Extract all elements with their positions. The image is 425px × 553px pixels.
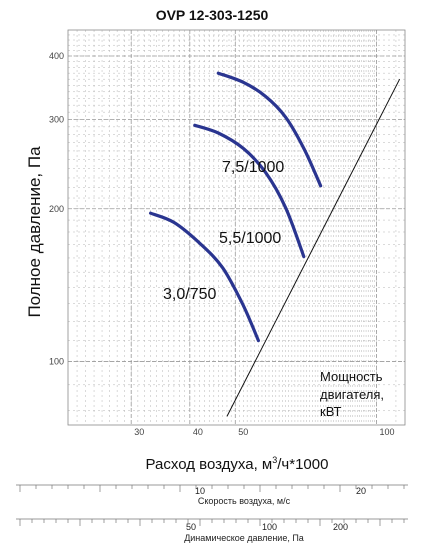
- power-line: [226, 78, 401, 417]
- y-tick-labels: 100 200 300 400: [49, 51, 64, 367]
- dp-tick-200: 200: [333, 522, 348, 532]
- x-tick-label: 50: [238, 427, 248, 437]
- annotation-line-1: Мощность: [320, 369, 383, 384]
- minor-grid: [68, 30, 405, 425]
- dp-scale-label: Динамическое давление, Па: [184, 533, 304, 543]
- series-line-1: [193, 123, 306, 259]
- velocity-scale-label: Скорость воздуха, м/с: [198, 496, 291, 506]
- plot-frame: [67, 29, 406, 426]
- x-tick-label: 100: [380, 427, 395, 437]
- series-line-0: [216, 71, 323, 188]
- annotation-line-3: кВТ: [320, 404, 341, 419]
- y-tick-label: 200: [49, 204, 64, 214]
- x-axis-label: Расход воздуха, м3/ч*1000: [146, 455, 329, 473]
- series-label-3-0: 3,0/750: [163, 286, 216, 303]
- annotation-line-2: двигателя,: [320, 387, 384, 402]
- velocity-tick-20: 20: [356, 486, 366, 496]
- x-tick-labels: 30 40 50 100: [134, 427, 394, 437]
- velocity-tick-10: 10: [195, 486, 205, 496]
- y-tick-label: 400: [49, 51, 64, 61]
- series-group: [149, 71, 323, 343]
- series-label-5-5: 5,5/1000: [219, 230, 281, 247]
- dynamic-pressure-ticks: [19, 519, 405, 526]
- series-label-7-5: 7,5/1000: [222, 159, 284, 176]
- x-tick-label: 40: [193, 427, 203, 437]
- dp-tick-100: 100: [262, 522, 277, 532]
- y-axis-label: Полное давление, Па: [25, 146, 44, 318]
- chart-title: OVP 12-303-1250: [156, 7, 269, 23]
- velocity-ticks: [19, 485, 405, 492]
- x-tick-label: 30: [134, 427, 144, 437]
- series-line-2: [149, 211, 260, 343]
- dp-tick-50: 50: [186, 522, 196, 532]
- y-tick-label: 300: [49, 114, 64, 124]
- major-grid: [68, 30, 405, 425]
- y-tick-label: 100: [49, 357, 64, 367]
